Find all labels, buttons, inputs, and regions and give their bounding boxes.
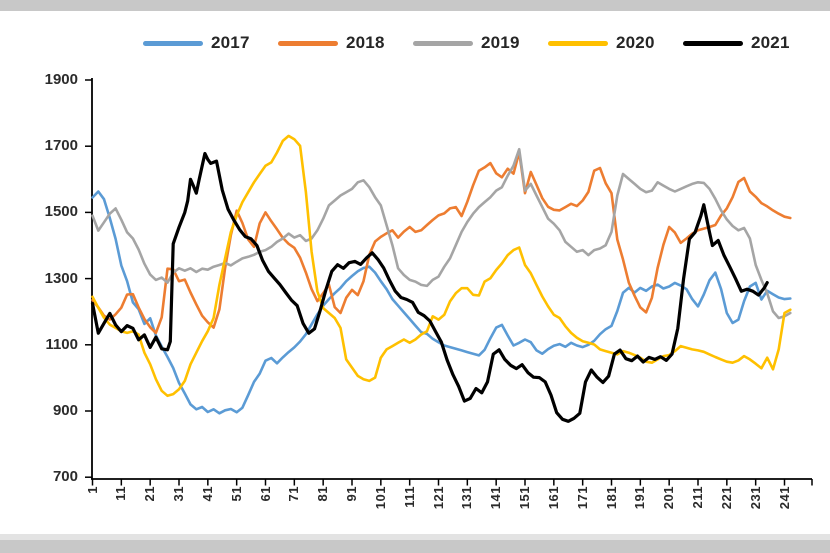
x-tick-label: 181 <box>603 486 619 510</box>
page-top-border <box>0 0 830 11</box>
series-line-2017 <box>91 190 792 415</box>
legend-line-swatch-2017 <box>143 40 203 46</box>
legend-line-swatch-2019 <box>413 40 473 46</box>
x-tick-label: 221 <box>718 486 734 510</box>
x-tick-label: 231 <box>747 486 763 510</box>
x-tick-label: 151 <box>517 486 532 510</box>
x-tick-label: 101 <box>372 486 388 510</box>
x-tick-label: 11 <box>113 486 129 501</box>
y-tick-label: 700 <box>52 468 78 486</box>
legend-item-2018: 2018 <box>278 32 385 54</box>
x-tick-label: 241 <box>776 486 792 510</box>
x-tick-label: 31 <box>171 486 186 502</box>
x-tick-label: 91 <box>344 486 359 502</box>
legend-line-swatch-2018 <box>278 40 338 46</box>
chart-legend: 2017 2018 2019 2020 2021 <box>0 32 830 54</box>
x-tick-label: 131 <box>459 486 475 510</box>
legend-line-swatch-2020 <box>548 40 608 46</box>
legend-item-2020: 2020 <box>548 32 655 54</box>
legend-line-swatch-2021 <box>683 40 743 46</box>
legend-item-2017: 2017 <box>143 32 250 54</box>
y-tick-label: 1100 <box>45 335 78 353</box>
series-line-2021 <box>90 151 769 423</box>
x-tick-label: 81 <box>315 486 331 502</box>
x-tick-label: 21 <box>142 486 158 502</box>
legend-item-2021: 2021 <box>683 32 790 54</box>
y-tick-label: 1300 <box>44 269 78 287</box>
x-tick-label: 51 <box>228 486 244 502</box>
x-tick-label: 71 <box>286 486 302 502</box>
y-tick-label: 1500 <box>44 203 78 221</box>
x-tick-label: 171 <box>574 486 590 510</box>
page-bottom-border-light <box>0 534 830 540</box>
x-tick-label: 111 <box>401 486 417 508</box>
x-tick-label: 141 <box>488 486 504 510</box>
legend-label-2018: 2018 <box>346 33 385 52</box>
series-line-2018 <box>91 150 792 335</box>
legend-label-2019: 2019 <box>481 33 520 52</box>
x-tick-label: 61 <box>257 486 273 502</box>
legend-label-2020: 2020 <box>616 33 655 52</box>
x-tick-label: 211 <box>690 486 705 509</box>
x-tick-label: 201 <box>661 486 677 510</box>
legend-label-2021: 2021 <box>751 33 790 52</box>
legend-label-2017: 2017 <box>211 33 250 52</box>
y-tick-label: 900 <box>52 402 78 419</box>
x-tick-label: 41 <box>199 486 215 502</box>
legend-item-2019: 2019 <box>413 32 520 54</box>
x-tick-label: 161 <box>545 486 561 510</box>
page-bottom-border <box>0 540 830 553</box>
y-tick-label: 1900 <box>44 71 78 88</box>
y-tick-label: 1700 <box>44 137 78 155</box>
series-line-2019 <box>91 147 792 320</box>
x-tick-label: 121 <box>430 486 446 510</box>
x-tick-label: 1 <box>84 486 100 494</box>
x-tick-label: 191 <box>632 486 648 510</box>
